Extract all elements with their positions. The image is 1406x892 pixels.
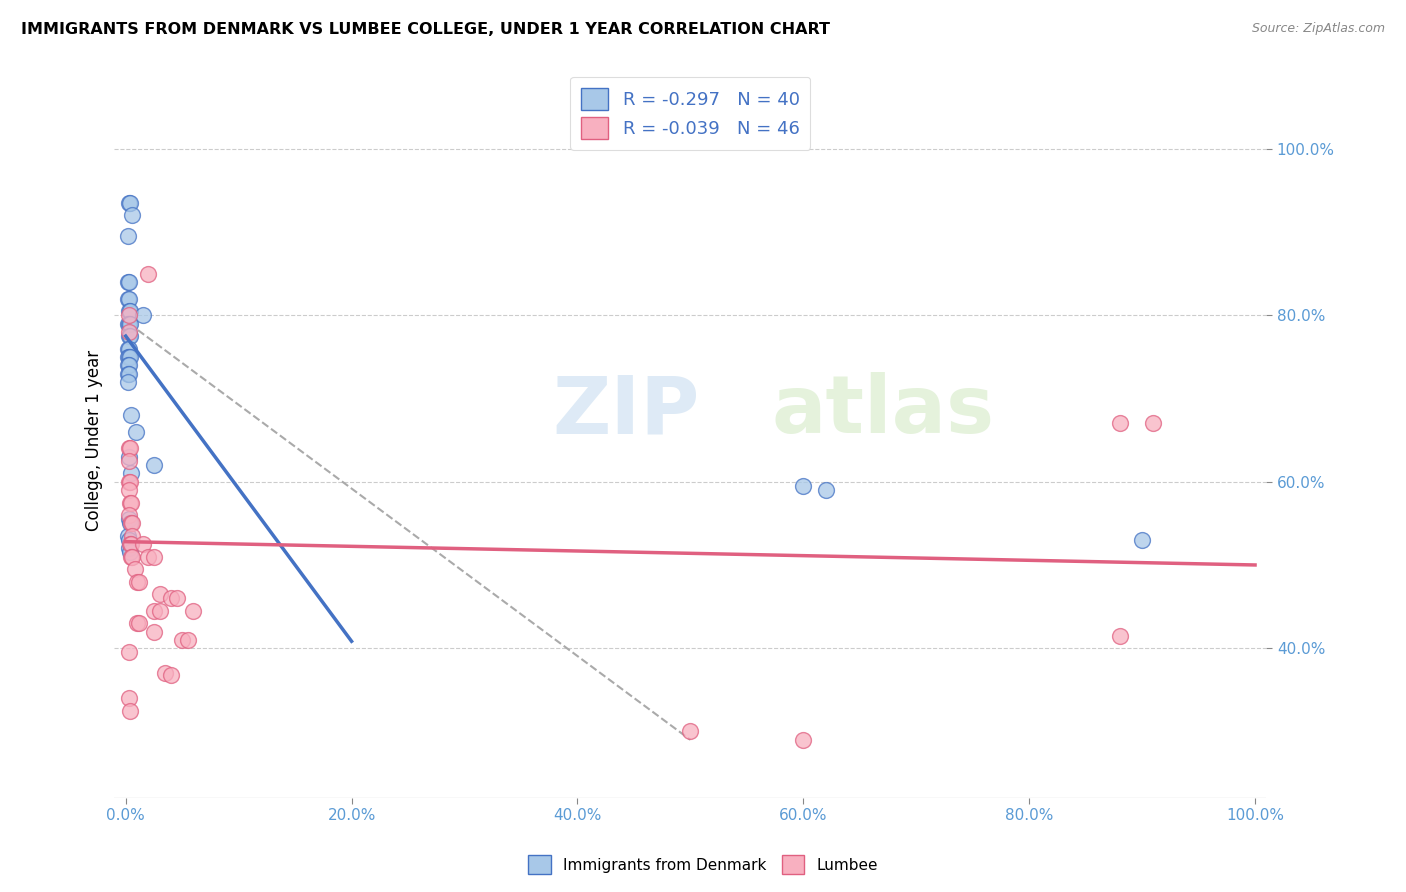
Point bbox=[118, 454, 141, 468]
Point bbox=[120, 537, 142, 551]
Point bbox=[118, 475, 141, 489]
Point bbox=[118, 195, 141, 210]
Text: atlas: atlas bbox=[770, 373, 994, 450]
Point bbox=[120, 704, 142, 718]
Point bbox=[117, 367, 139, 381]
Point bbox=[1108, 417, 1130, 431]
Point bbox=[128, 574, 150, 589]
Point bbox=[117, 229, 139, 244]
Point bbox=[121, 208, 143, 222]
Point bbox=[814, 483, 837, 497]
Point bbox=[117, 275, 139, 289]
Legend: Immigrants from Denmark, Lumbee: Immigrants from Denmark, Lumbee bbox=[522, 849, 884, 880]
Point bbox=[1108, 629, 1130, 643]
Point bbox=[792, 479, 814, 493]
Point bbox=[118, 508, 141, 522]
Point bbox=[120, 408, 142, 422]
Point bbox=[117, 317, 139, 331]
Point bbox=[117, 292, 139, 306]
Point bbox=[121, 549, 143, 564]
Point bbox=[118, 325, 141, 339]
Text: Source: ZipAtlas.com: Source: ZipAtlas.com bbox=[1251, 22, 1385, 36]
Point bbox=[142, 458, 165, 472]
Point bbox=[120, 516, 142, 531]
Point bbox=[679, 724, 702, 739]
Point bbox=[120, 475, 142, 489]
Point bbox=[124, 562, 146, 576]
Legend: R = -0.297   N = 40, R = -0.039   N = 46: R = -0.297 N = 40, R = -0.039 N = 46 bbox=[571, 77, 810, 150]
Point bbox=[120, 195, 142, 210]
Point bbox=[120, 317, 142, 331]
Point bbox=[1130, 533, 1153, 547]
Point bbox=[118, 533, 141, 547]
Point bbox=[118, 350, 141, 364]
Text: IMMIGRANTS FROM DENMARK VS LUMBEE COLLEGE, UNDER 1 YEAR CORRELATION CHART: IMMIGRANTS FROM DENMARK VS LUMBEE COLLEG… bbox=[21, 22, 830, 37]
Point bbox=[117, 350, 139, 364]
Point bbox=[120, 537, 142, 551]
Point bbox=[149, 587, 172, 601]
Point bbox=[120, 549, 142, 564]
Point bbox=[118, 442, 141, 456]
Point bbox=[118, 317, 141, 331]
Point bbox=[160, 591, 183, 606]
Point bbox=[166, 591, 188, 606]
Point bbox=[149, 604, 172, 618]
Point bbox=[120, 304, 142, 318]
Point bbox=[136, 267, 159, 281]
Point bbox=[120, 442, 142, 456]
Point bbox=[118, 483, 141, 497]
Point bbox=[142, 549, 165, 564]
Point bbox=[120, 329, 142, 343]
Point bbox=[177, 632, 200, 647]
Point bbox=[125, 425, 148, 439]
Point bbox=[118, 541, 141, 556]
Text: ZIP: ZIP bbox=[553, 373, 699, 450]
Y-axis label: College, Under 1 year: College, Under 1 year bbox=[86, 350, 103, 531]
Point bbox=[118, 645, 141, 659]
Point bbox=[120, 516, 142, 531]
Point bbox=[128, 616, 150, 631]
Point bbox=[118, 292, 141, 306]
Point bbox=[160, 668, 183, 682]
Point bbox=[118, 308, 141, 322]
Point bbox=[117, 342, 139, 356]
Point bbox=[118, 304, 141, 318]
Point bbox=[118, 512, 141, 526]
Point bbox=[142, 604, 165, 618]
Point bbox=[120, 545, 142, 559]
Point bbox=[172, 632, 194, 647]
Point bbox=[120, 495, 142, 509]
Point bbox=[155, 666, 177, 681]
Point bbox=[118, 329, 141, 343]
Point bbox=[136, 549, 159, 564]
Point bbox=[118, 358, 141, 372]
Point bbox=[118, 691, 141, 706]
Point bbox=[142, 624, 165, 639]
Point bbox=[131, 537, 153, 551]
Point bbox=[120, 467, 142, 481]
Point bbox=[131, 308, 153, 322]
Point bbox=[1142, 417, 1164, 431]
Point bbox=[792, 732, 814, 747]
Point bbox=[117, 358, 139, 372]
Point bbox=[120, 350, 142, 364]
Point bbox=[117, 375, 139, 389]
Point bbox=[118, 367, 141, 381]
Point bbox=[120, 495, 142, 509]
Point bbox=[125, 574, 148, 589]
Point bbox=[183, 604, 205, 618]
Point bbox=[118, 450, 141, 464]
Point bbox=[121, 516, 143, 531]
Point bbox=[118, 342, 141, 356]
Point bbox=[117, 529, 139, 543]
Point bbox=[125, 616, 148, 631]
Point bbox=[118, 275, 141, 289]
Point bbox=[121, 529, 143, 543]
